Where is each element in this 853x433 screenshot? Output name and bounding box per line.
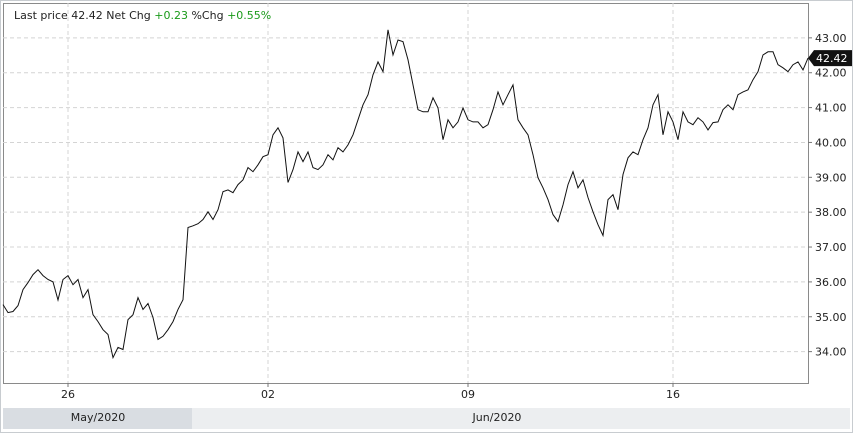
month-label: May/2020 <box>71 411 125 424</box>
x-tick-label: 26 <box>61 388 75 401</box>
plot-border <box>3 3 809 384</box>
label: Last price <box>14 9 68 22</box>
month-cell <box>3 408 192 429</box>
y-tick-label: 39.00 <box>815 171 847 184</box>
x-tick-label: 16 <box>666 388 680 401</box>
label: Net Chg <box>106 9 151 22</box>
y-tick-label: 42.00 <box>815 67 847 80</box>
x-tick-label: 02 <box>261 388 275 401</box>
last-value-label: 42.42 <box>816 52 848 65</box>
y-tick-label: 40.00 <box>815 136 847 149</box>
y-tick-label: 35.00 <box>815 311 847 324</box>
y-tick-label: 37.00 <box>815 241 847 254</box>
price-line <box>2 29 809 360</box>
month-label: Jun/2020 <box>472 411 522 424</box>
header: Last price 42.42 Net Chg +0.23 %Chg +0.5… <box>14 9 271 22</box>
y-tick-label: 41.00 <box>815 102 847 115</box>
value: +0.23 <box>154 9 188 22</box>
month-cell <box>192 408 850 429</box>
last-value-tag <box>808 50 852 67</box>
y-tick-label: 38.00 <box>815 206 847 219</box>
y-tick-label: 43.00 <box>815 32 847 45</box>
value: 42.42 <box>71 9 103 22</box>
label: %Chg <box>191 9 224 22</box>
x-tick-label: 09 <box>461 388 475 401</box>
y-tick-label: 34.00 <box>815 346 847 359</box>
value: +0.55% <box>227 9 272 22</box>
y-tick-label: 36.00 <box>815 276 847 289</box>
